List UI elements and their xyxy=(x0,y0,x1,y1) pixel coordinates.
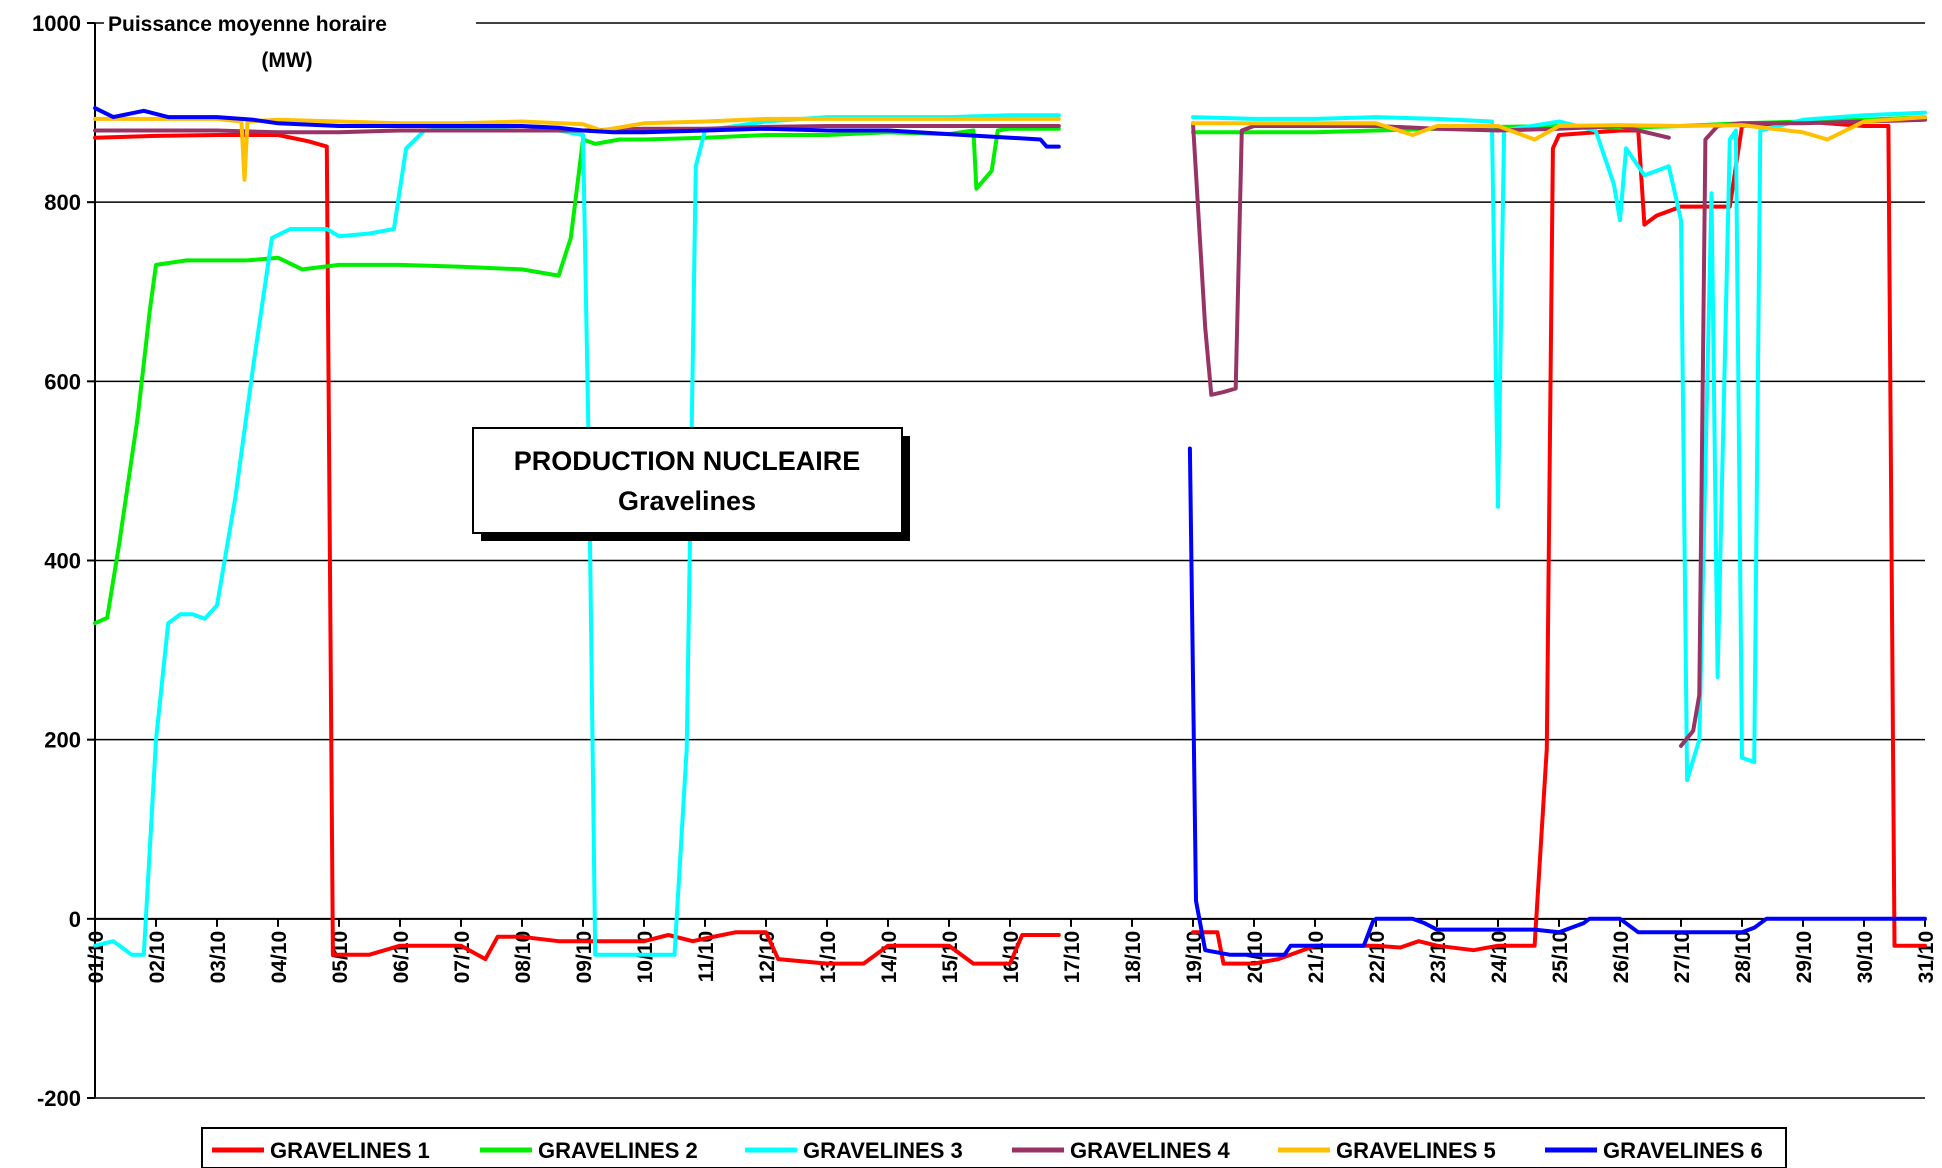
x-tick-label-7: 08/10 xyxy=(512,931,535,984)
x-tick-label-29: 30/10 xyxy=(1854,931,1877,984)
y-tick-label-6: -200 xyxy=(37,1086,81,1111)
y-tick-label-0: 1000 xyxy=(32,11,81,36)
legend-label-3: GRAVELINES 3 xyxy=(803,1138,963,1163)
x-tick-label-2: 03/10 xyxy=(207,931,230,984)
series-line-3-segment-2 xyxy=(1191,110,1927,782)
series-line-2-segment-1 xyxy=(93,126,1061,626)
x-tick-label-23: 24/10 xyxy=(1488,931,1511,984)
y-tick-label-2: 600 xyxy=(44,369,81,394)
x-tick-label-17: 18/10 xyxy=(1122,931,1145,984)
legend-label-5: GRAVELINES 5 xyxy=(1336,1138,1496,1163)
series-line-5-segment-2 xyxy=(1191,115,1927,142)
x-tick-label-9: 10/10 xyxy=(634,931,657,984)
x-tick-label-6: 07/10 xyxy=(451,931,474,984)
legend-label-2: GRAVELINES 2 xyxy=(538,1138,698,1163)
x-tick-label-16: 17/10 xyxy=(1061,931,1084,984)
chart-title-box: PRODUCTION NUCLEAIRE Gravelines xyxy=(472,427,910,541)
series-line-6-segment-1 xyxy=(93,106,1061,149)
series-line-1-segment-1 xyxy=(93,133,1061,966)
x-tick-label-28: 29/10 xyxy=(1793,931,1816,984)
x-tick-label-24: 25/10 xyxy=(1549,931,1572,984)
x-tick-label-8: 09/10 xyxy=(573,931,596,984)
x-tick-label-0: 01/10 xyxy=(85,931,108,984)
x-tick-label-21: 22/10 xyxy=(1366,931,1389,984)
series-line-6-segment-2 xyxy=(1187,446,1927,957)
y-tick-labels: 1000 800 600 400 200 0 -200 xyxy=(32,11,81,1111)
x-tick-label-1: 02/10 xyxy=(146,931,169,984)
x-tick-label-18: 19/10 xyxy=(1183,931,1206,984)
x-tick-label-5: 06/10 xyxy=(390,931,413,984)
x-tick-label-13: 14/10 xyxy=(878,931,901,984)
chart-subtitle: Gravelines xyxy=(618,486,756,516)
y-axis-label: Puissance moyenne horaire (MW) xyxy=(104,10,476,72)
legend-label-6: GRAVELINES 6 xyxy=(1603,1138,1763,1163)
x-tick-label-26: 27/10 xyxy=(1671,931,1694,984)
y-tick-label-5: 0 xyxy=(69,907,81,932)
y-tick-label-3: 400 xyxy=(44,549,81,574)
y-axis-label-line2: (MW) xyxy=(261,49,312,72)
y-tick-label-4: 200 xyxy=(44,728,81,753)
x-tick-label-25: 26/10 xyxy=(1610,931,1633,984)
x-tick-label-12: 13/10 xyxy=(817,931,840,984)
y-axis-label-line1: Puissance moyenne horaire xyxy=(108,13,387,36)
series-line-4-segment-2 xyxy=(1191,121,1671,397)
y-tick-label-1: 800 xyxy=(44,190,81,215)
x-tick-label-14: 15/10 xyxy=(939,931,962,984)
series-line-5-segment-1 xyxy=(93,116,1061,182)
x-tick-label-3: 04/10 xyxy=(268,931,291,984)
chart-title: PRODUCTION NUCLEAIRE xyxy=(514,446,861,476)
x-tick-label-20: 21/10 xyxy=(1305,931,1328,984)
x-tick-label-22: 23/10 xyxy=(1427,931,1450,984)
legend-label-4: GRAVELINES 4 xyxy=(1070,1138,1231,1163)
legend-label-1: GRAVELINES 1 xyxy=(270,1138,430,1163)
x-tick-label-30: 31/10 xyxy=(1915,931,1938,984)
x-tick-label-10: 11/10 xyxy=(695,931,718,982)
x-tick-label-19: 20/10 xyxy=(1244,931,1267,984)
series-line-1-segment-2 xyxy=(1191,119,1927,966)
x-tick-label-27: 28/10 xyxy=(1732,931,1755,984)
series-lines xyxy=(93,106,1927,966)
legend: GRAVELINES 1 GRAVELINES 2 GRAVELINES 3 GRAV… xyxy=(201,1127,1787,1168)
